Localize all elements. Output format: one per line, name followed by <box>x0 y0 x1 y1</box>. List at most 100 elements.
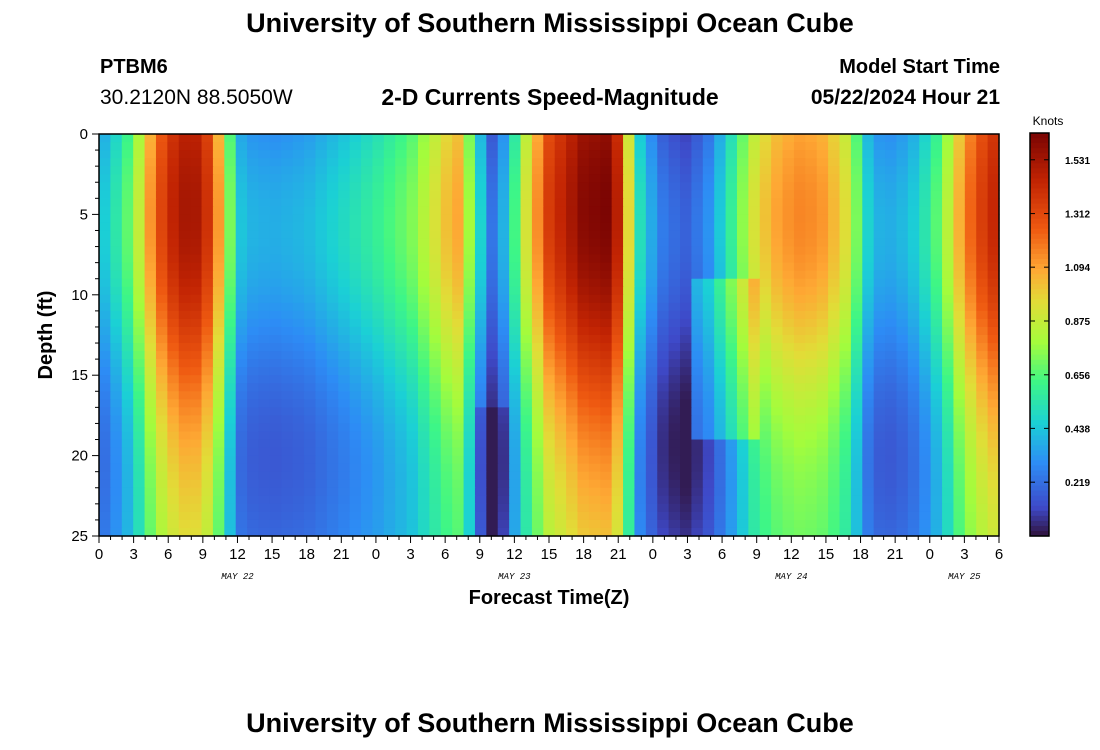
heatmap-cell <box>907 262 920 272</box>
heatmap-cell <box>839 182 852 191</box>
heatmap-cell <box>212 278 225 288</box>
heatmap-cell <box>349 182 362 191</box>
heatmap-cell <box>281 310 294 320</box>
heatmap-cell <box>338 511 351 521</box>
heatmap-cell <box>406 519 419 529</box>
heatmap-cell <box>680 359 692 368</box>
heatmap-cell <box>520 527 533 537</box>
heatmap-cell <box>338 447 351 457</box>
heatmap-cell <box>190 318 203 328</box>
heatmap-cell <box>463 511 476 521</box>
heatmap-cell <box>133 423 146 433</box>
heatmap-cell <box>919 286 932 296</box>
heatmap-cell <box>167 142 180 151</box>
heatmap-cell <box>896 326 909 336</box>
heatmap-cell <box>133 158 146 167</box>
heatmap-cell <box>771 495 784 505</box>
heatmap-cell <box>816 206 829 215</box>
heatmap-cell <box>190 302 203 312</box>
heatmap-cell <box>828 351 841 360</box>
heatmap-cell <box>383 134 396 143</box>
heatmap-cell <box>600 383 613 392</box>
heatmap-cell <box>474 310 487 320</box>
heatmap-cell <box>269 198 282 207</box>
heatmap-cell <box>531 503 544 513</box>
heatmap-cell <box>178 407 191 416</box>
heatmap-cell <box>395 447 408 457</box>
heatmap-cell <box>953 238 966 248</box>
heatmap-cell <box>99 503 111 513</box>
heatmap-cell <box>326 166 339 175</box>
heatmap-cell <box>987 471 1000 481</box>
heatmap-cell <box>782 487 795 497</box>
heatmap-cell <box>714 431 727 441</box>
heatmap-cell <box>987 375 1000 384</box>
heatmap-cell <box>520 415 533 425</box>
heatmap-cell <box>452 527 465 537</box>
heatmap-cell <box>269 463 282 473</box>
heatmap-cell <box>600 471 613 481</box>
heatmap-cell <box>657 318 670 328</box>
heatmap-cell <box>600 447 613 457</box>
heatmap-cell <box>292 439 305 449</box>
heatmap-cell <box>429 527 442 537</box>
heatmap-cell <box>315 471 328 481</box>
heatmap-cell <box>110 166 123 175</box>
heatmap-cell <box>440 326 453 336</box>
heatmap-cell <box>326 527 339 537</box>
heatmap-cell <box>304 447 317 457</box>
heatmap-cell <box>600 439 613 449</box>
heatmap-cell <box>566 150 579 159</box>
heatmap-cell <box>850 391 863 400</box>
heatmap-cell <box>566 407 579 416</box>
heatmap-cell <box>224 246 237 256</box>
heatmap-cell <box>816 198 829 207</box>
heatmap-cell <box>873 511 886 521</box>
heatmap-cell <box>600 158 613 167</box>
heatmap-cell <box>463 182 476 191</box>
heatmap-cell <box>486 423 499 433</box>
heatmap-cell <box>691 222 704 232</box>
heatmap-cell <box>782 278 795 288</box>
heatmap-cell <box>691 335 704 344</box>
heatmap-cell <box>634 310 647 320</box>
heatmap-cell <box>304 134 317 143</box>
heatmap-cell <box>486 391 499 400</box>
heatmap-cell <box>429 343 442 352</box>
heatmap-cell <box>714 294 727 304</box>
heatmap-cell <box>178 206 191 215</box>
heatmap-cell <box>964 190 977 199</box>
heatmap-cell <box>281 351 294 360</box>
heatmap-cell <box>235 286 248 296</box>
heatmap-cell <box>554 511 567 521</box>
heatmap-cell <box>281 471 294 481</box>
heatmap-cell <box>566 359 579 368</box>
heatmap-cell <box>144 351 157 360</box>
heatmap-cell <box>816 375 829 384</box>
heatmap-cell <box>907 479 920 489</box>
heatmap-cell <box>155 158 168 167</box>
heatmap-cell <box>976 326 989 336</box>
heatmap-cell <box>361 254 374 264</box>
heatmap-cell <box>828 190 841 199</box>
heatmap-cell <box>714 166 727 175</box>
heatmap-cell <box>212 150 225 159</box>
heatmap-cell <box>247 174 260 183</box>
heatmap-cell <box>634 278 647 288</box>
heatmap-cell <box>793 222 806 232</box>
heatmap-cell <box>771 246 784 256</box>
colorbar-swatch <box>1030 133 1049 139</box>
heatmap-cell <box>725 214 738 224</box>
heatmap-cell <box>634 519 647 529</box>
heatmap-cell <box>714 367 727 376</box>
heatmap-cell <box>486 166 499 175</box>
heatmap-cell <box>292 383 305 392</box>
heatmap-cell <box>566 222 579 232</box>
heatmap-cell <box>942 431 955 441</box>
heatmap-cell <box>725 375 738 384</box>
heatmap-cell <box>292 206 305 215</box>
heatmap-cell <box>361 423 374 433</box>
heatmap-cell <box>338 471 351 481</box>
heatmap-cell <box>383 302 396 312</box>
heatmap-cell <box>486 238 499 248</box>
